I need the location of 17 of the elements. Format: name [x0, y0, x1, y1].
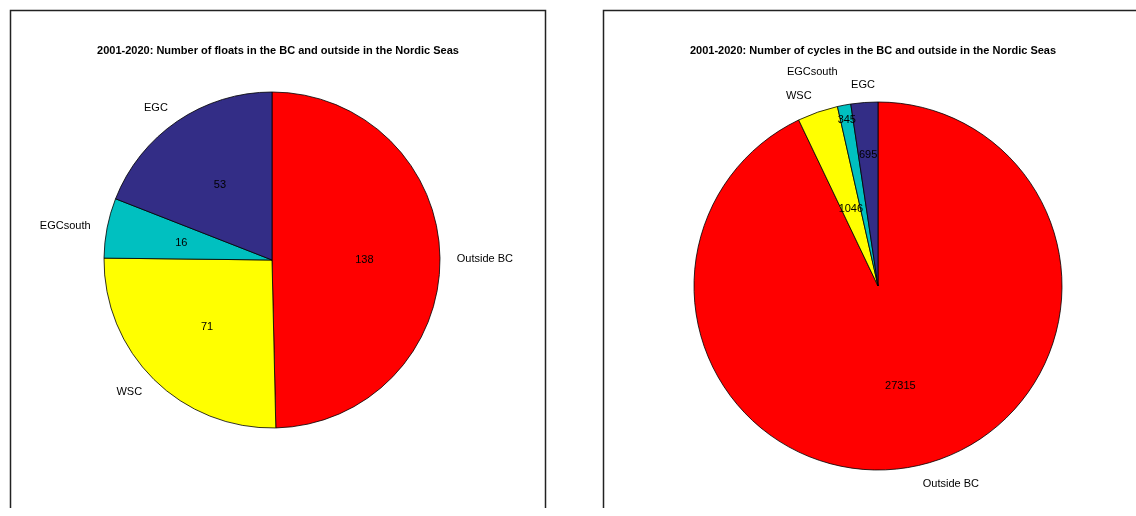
slice-label: WSC: [116, 385, 143, 398]
data-label: 53: [213, 177, 227, 190]
slice-label: EGC: [143, 101, 168, 114]
slice-label: Outside BC: [456, 251, 514, 264]
data-label: 27315: [885, 378, 916, 391]
data-label: 138: [355, 252, 374, 265]
slice-label: Outside BC: [922, 477, 980, 490]
slice-label: EGCsouth: [786, 64, 838, 77]
slice-label: EGCsouth: [39, 218, 91, 231]
data-label: 16: [175, 236, 188, 249]
pie-slice: [693, 101, 1063, 471]
data-label: 695: [858, 147, 878, 160]
chart-title: 2001-2020: Number of cycles in the BC and outside in the Nordic Seas: [689, 44, 1057, 56]
slice-label: WSC: [785, 88, 812, 101]
slice-label: EGC: [851, 78, 875, 91]
data-label: 71: [200, 319, 214, 332]
chart-title: 2001-2020: Number of floats in the BC and outside in the Nordic Seas: [97, 44, 459, 56]
